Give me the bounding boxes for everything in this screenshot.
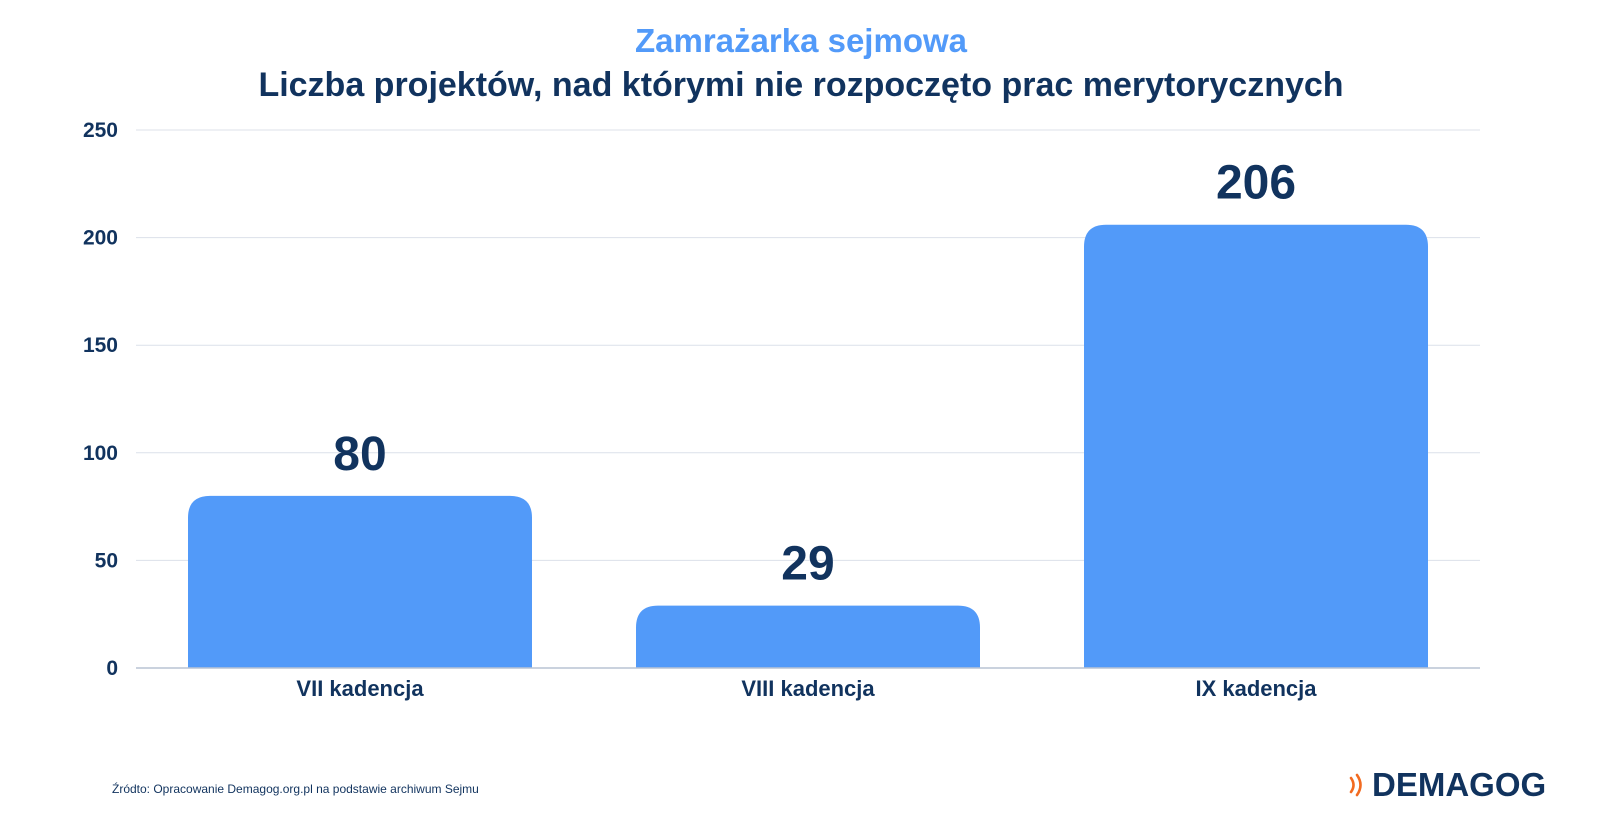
chart-title: Zamrażarka sejmowa [634,22,967,59]
bar [188,495,532,668]
demagog-logo: DEMAGOG [1348,766,1547,803]
logo-text: DEMAGOG [1372,766,1547,803]
y-tick-label: 200 [83,227,118,250]
data-label: 80 [333,428,386,481]
y-tick-label: 250 [83,119,118,142]
source-note: Źródto: Opracowanie Demagog.org.pl na po… [112,782,479,796]
x-tick-label: VII kadencja [296,676,424,701]
signal-waves-icon [1349,773,1362,797]
data-label: 29 [781,538,834,591]
chart-subtitle: Liczba projektów, nad którymi nie rozpoc… [258,66,1344,104]
y-tick-label: 0 [106,657,118,680]
data-label: 206 [1216,157,1296,210]
y-tick-label: 100 [83,442,118,465]
y-tick-label: 50 [95,549,118,572]
x-tick-label: IX kadencja [1195,676,1317,701]
y-tick-label: 150 [83,334,118,357]
x-tick-label: VIII kadencja [741,676,875,701]
bar [636,605,980,668]
bar [1084,224,1428,669]
